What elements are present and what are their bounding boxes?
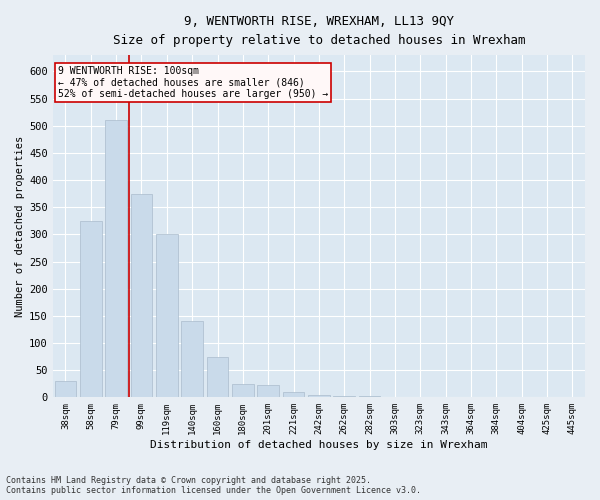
Text: Contains HM Land Registry data © Crown copyright and database right 2025.
Contai: Contains HM Land Registry data © Crown c… [6,476,421,495]
Bar [131,194,152,398]
Bar [55,381,76,398]
Bar [334,396,355,398]
Bar [308,394,329,398]
Bar [384,397,406,398]
Y-axis label: Number of detached properties: Number of detached properties [15,136,25,317]
Bar [485,397,507,398]
Bar [359,396,380,398]
X-axis label: Distribution of detached houses by size in Wrexham: Distribution of detached houses by size … [150,440,488,450]
Bar [562,397,583,398]
Bar [283,392,304,398]
Bar [156,234,178,398]
Bar [257,385,279,398]
Bar [409,397,431,398]
Title: 9, WENTWORTH RISE, WREXHAM, LL13 9QY
Size of property relative to detached house: 9, WENTWORTH RISE, WREXHAM, LL13 9QY Siz… [113,15,525,47]
Bar [207,356,228,398]
Bar [106,120,127,398]
Bar [181,322,203,398]
Text: 9 WENTWORTH RISE: 100sqm
← 47% of detached houses are smaller (846)
52% of semi-: 9 WENTWORTH RISE: 100sqm ← 47% of detach… [58,66,328,99]
Bar [232,384,254,398]
Bar [80,221,101,398]
